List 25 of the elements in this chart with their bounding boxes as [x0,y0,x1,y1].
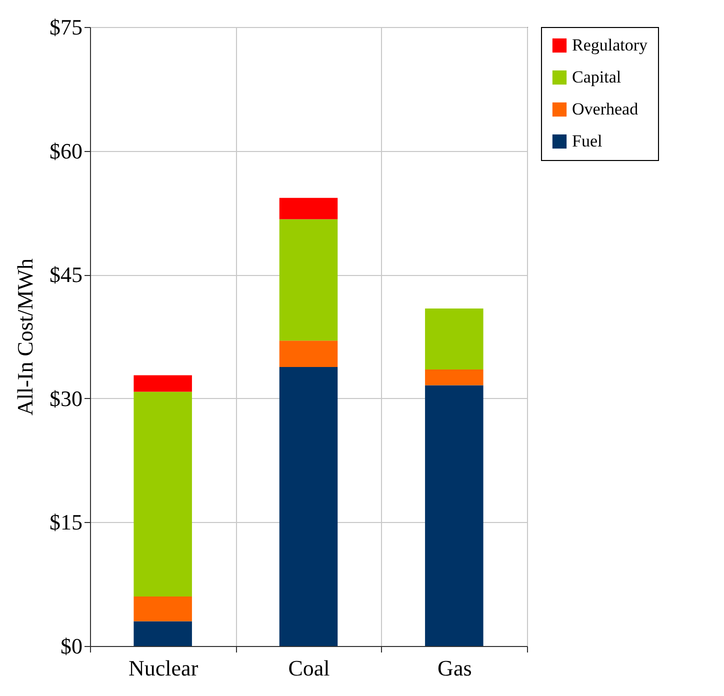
bar [279,198,338,220]
legend-label: Capital [572,68,622,86]
bar [425,385,484,646]
x-tick-label: Gas [438,656,472,680]
y-tick-label: $45 [50,262,82,288]
bar [134,596,192,622]
bar [279,219,338,341]
legend-label: Fuel [572,132,602,150]
y-tick-label: $15 [50,510,82,535]
bar [134,392,192,596]
y-tick-label: $60 [50,138,82,164]
y-tick-label: $75 [50,14,82,40]
bar [425,370,484,386]
y-tick-label: $30 [50,386,82,411]
bar [425,308,484,370]
bar [134,375,192,392]
legend-label: Regulatory [572,36,648,54]
y-axis-title: All-In Cost/MWh [12,258,38,416]
x-tick-label: Nuclear [128,656,199,680]
legend-label: Overhead [572,100,639,118]
y-tick-label: $0 [60,634,82,658]
bar [134,621,192,646]
bar [279,340,338,368]
bar [279,367,338,646]
x-tick-label: Coal [288,656,330,680]
